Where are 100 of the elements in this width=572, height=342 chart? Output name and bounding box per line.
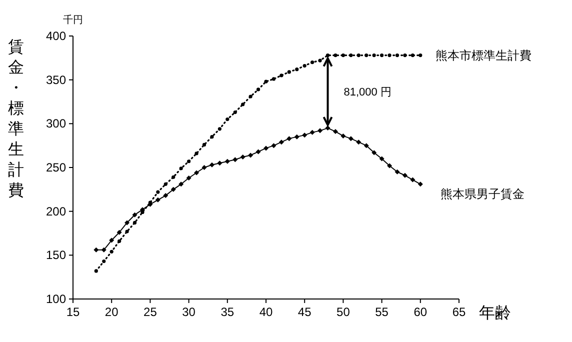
point — [410, 53, 414, 58]
point — [402, 172, 408, 178]
text: 千円 — [63, 14, 83, 26]
point — [318, 128, 323, 134]
point — [364, 143, 369, 148]
point — [287, 70, 291, 74]
point — [318, 58, 322, 62]
y-tick-label: 350 — [46, 72, 66, 87]
x-tick-label: 60 — [414, 305, 428, 319]
point — [278, 140, 284, 145]
point — [372, 150, 377, 156]
point — [388, 53, 392, 58]
y-axis-title: 賃金・標準生計費 — [8, 38, 24, 200]
point — [248, 94, 252, 98]
series-label: 熊本県男子賃金 — [440, 187, 524, 202]
point — [163, 193, 168, 198]
point — [210, 135, 214, 139]
point — [156, 190, 160, 194]
x-tick-label: 25 — [144, 305, 158, 319]
point — [132, 220, 137, 225]
point — [116, 230, 122, 235]
point — [302, 64, 306, 68]
y-tick-label: 250 — [46, 160, 66, 174]
point — [334, 53, 338, 58]
point — [94, 269, 98, 273]
x-tick-label: 40 — [259, 305, 273, 319]
point — [101, 247, 106, 252]
point — [218, 127, 222, 131]
point — [109, 238, 114, 243]
point — [294, 134, 300, 140]
y-tick-label: 150 — [46, 248, 66, 262]
point — [356, 53, 360, 58]
x-tick-label: 45 — [298, 305, 312, 319]
point — [256, 149, 261, 154]
point — [232, 157, 238, 162]
point — [118, 239, 122, 243]
point — [110, 250, 114, 254]
point — [264, 146, 268, 151]
point — [356, 140, 362, 145]
point — [372, 53, 376, 58]
point — [332, 129, 338, 134]
x-tick-label: 30 — [182, 305, 196, 319]
point — [124, 220, 130, 226]
point — [226, 117, 230, 122]
x-tick-label: 20 — [104, 305, 119, 319]
point — [94, 247, 99, 252]
y-tick-label: 400 — [46, 29, 66, 43]
point — [340, 133, 346, 138]
point — [280, 74, 284, 78]
point — [256, 88, 260, 92]
series-label: 熊本市標準生計費 — [435, 48, 532, 62]
point — [248, 152, 254, 158]
point — [410, 177, 416, 182]
x-tick-label: 65 — [452, 305, 466, 319]
point — [364, 53, 368, 58]
x-tick-label: 50 — [336, 305, 350, 319]
point — [379, 156, 384, 162]
point — [217, 160, 222, 166]
point — [348, 136, 354, 142]
point — [187, 160, 191, 164]
x-tick-label: 15 — [66, 305, 80, 319]
point — [264, 80, 268, 84]
point — [186, 176, 192, 181]
point — [241, 102, 245, 106]
x-tick-label: 35 — [220, 305, 234, 319]
point — [310, 60, 314, 64]
point — [310, 130, 315, 135]
point — [202, 165, 207, 170]
point — [272, 77, 276, 81]
y-tick-label: 100 — [46, 292, 66, 306]
point — [132, 212, 138, 218]
point — [170, 186, 176, 192]
point — [179, 166, 183, 170]
point — [387, 163, 392, 168]
point — [418, 53, 422, 58]
point — [302, 132, 308, 138]
point — [395, 53, 400, 58]
y-tick-label: 300 — [46, 116, 66, 131]
point — [295, 68, 299, 72]
point — [326, 53, 330, 58]
point — [172, 175, 176, 179]
point — [155, 197, 160, 202]
annotation: 81,000 円 — [344, 86, 392, 99]
x-tick-label: 55 — [375, 305, 389, 319]
point — [164, 182, 168, 186]
point — [380, 53, 384, 58]
point — [224, 158, 230, 164]
point — [194, 152, 198, 156]
point — [202, 142, 206, 147]
x-axis-title: 年齢 — [479, 304, 511, 322]
point — [102, 260, 106, 264]
point — [418, 182, 423, 187]
point — [178, 182, 184, 187]
point — [240, 154, 246, 160]
point — [403, 53, 407, 58]
point — [209, 162, 214, 168]
point — [349, 53, 353, 58]
point — [271, 143, 276, 148]
y-tick-label: 200 — [46, 204, 66, 218]
point — [233, 110, 237, 114]
